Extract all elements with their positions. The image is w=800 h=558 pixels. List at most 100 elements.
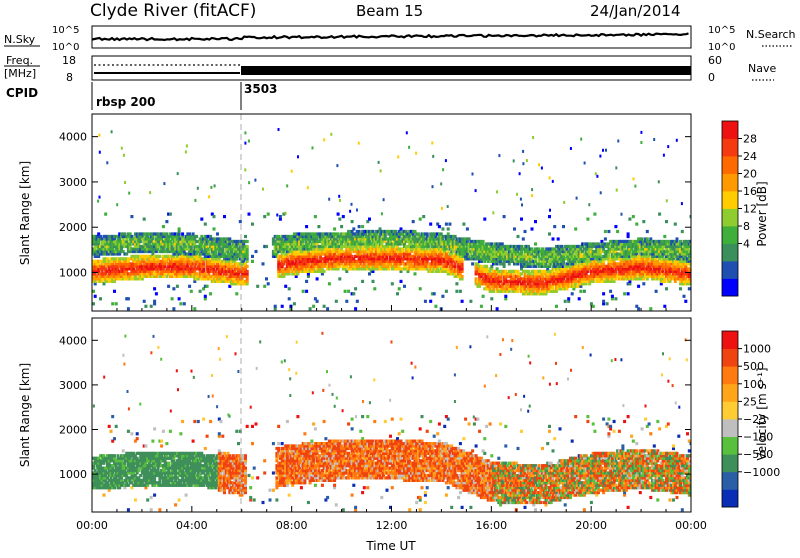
- power-cell: [469, 300, 472, 303]
- power-cell: [583, 290, 586, 293]
- power-cell: [614, 225, 617, 228]
- power-cell: [665, 287, 668, 290]
- power-cell: [111, 302, 114, 305]
- power-cell: [524, 230, 527, 233]
- power-cell: [150, 305, 153, 308]
- power-cell: [302, 290, 305, 293]
- nave-tick-top: 60: [708, 54, 722, 67]
- power-cell: [602, 300, 605, 303]
- power-cell: [213, 215, 216, 218]
- power-cell: [531, 227, 534, 230]
- power-cell: [354, 307, 357, 310]
- nsky-tick-bottom: 10^0: [52, 42, 79, 53]
- power-cell: [391, 282, 394, 285]
- power-cell: [520, 218, 523, 221]
- power-cell: [99, 297, 102, 300]
- power-cell: [447, 227, 450, 230]
- power-cell: [265, 245, 268, 248]
- power-cell: [153, 287, 156, 290]
- power-cell: [326, 307, 329, 310]
- power-cell: [462, 223, 465, 226]
- nsky-panel-frame: [92, 26, 691, 48]
- power-cell: [483, 218, 486, 221]
- power-cell: [649, 307, 652, 310]
- power-cell: [433, 292, 436, 295]
- power-cell: [441, 227, 444, 230]
- power-cell: [434, 305, 437, 308]
- power-cell: [246, 240, 249, 243]
- power-cell: [127, 297, 130, 300]
- power-cell: [162, 225, 165, 228]
- power-cell: [448, 223, 451, 226]
- power-cell: [200, 218, 203, 221]
- power-cell: [130, 215, 133, 218]
- nave-tick-bottom: 0: [708, 71, 715, 84]
- power-cell: [373, 287, 376, 290]
- power-cell: [635, 223, 638, 226]
- power-cell: [655, 290, 658, 293]
- power-cell: [256, 285, 259, 288]
- power-cell: [609, 290, 612, 293]
- power-cell: [246, 265, 249, 268]
- power-cell: [144, 305, 147, 308]
- power-cell: [167, 285, 170, 288]
- power-cell: [426, 232, 429, 235]
- power-cell: [372, 280, 375, 283]
- power-cell: [323, 305, 326, 308]
- power-cell: [153, 300, 156, 303]
- power-cell: [305, 280, 308, 283]
- power-cell: [398, 287, 401, 290]
- power-cell: [178, 227, 181, 230]
- power-cell: [199, 290, 202, 293]
- power-cell: [342, 215, 345, 218]
- power-cell: [104, 213, 107, 216]
- date-title: 24/Jan/2014: [590, 2, 681, 20]
- power-cell: [248, 213, 251, 216]
- freq-tick-bottom: 8: [66, 71, 73, 84]
- power-cell: [637, 285, 640, 288]
- power-cell: [614, 297, 617, 300]
- power-cell: [480, 305, 483, 308]
- power-heatmap: [92, 128, 693, 310]
- power-cell: [317, 225, 320, 228]
- power-cell: [344, 290, 347, 293]
- power-cell: [459, 290, 462, 293]
- power-cell: [309, 307, 312, 310]
- power-cell: [94, 295, 97, 298]
- power-cell: [586, 218, 589, 221]
- power-cell: [158, 255, 161, 258]
- power-cell: [593, 213, 596, 216]
- power-cell: [606, 302, 609, 305]
- nsky-trace: [92, 33, 689, 40]
- power-cell: [642, 220, 645, 223]
- power-cell: [281, 305, 284, 308]
- power-cell: [176, 285, 179, 288]
- power-cell: [262, 262, 265, 265]
- power-cell: [293, 302, 296, 305]
- power-cell: [165, 220, 168, 223]
- freq-label: Freq.: [6, 54, 33, 67]
- freq-nave-trace-late: [241, 66, 691, 75]
- power-cell: [312, 305, 315, 308]
- power-cell: [368, 218, 371, 221]
- power-cell: [235, 292, 238, 295]
- power-cell: [178, 297, 181, 300]
- power-cell: [204, 223, 207, 226]
- power-cell: [267, 213, 270, 216]
- power-cell: [288, 297, 291, 300]
- power-cell: [213, 227, 216, 230]
- power-cell: [574, 227, 577, 230]
- power-cell: [604, 237, 607, 240]
- power-cell: [288, 287, 291, 290]
- power-cell: [503, 215, 506, 218]
- power-cell: [181, 232, 184, 235]
- power-cell: [445, 290, 448, 293]
- power-cell: [188, 285, 191, 288]
- power-cell: [352, 227, 355, 230]
- power-cell: [204, 295, 207, 298]
- power-cell: [441, 295, 444, 298]
- power-cell: [255, 250, 258, 253]
- beam-title: Beam 15: [356, 2, 423, 20]
- power-cell: [663, 305, 666, 308]
